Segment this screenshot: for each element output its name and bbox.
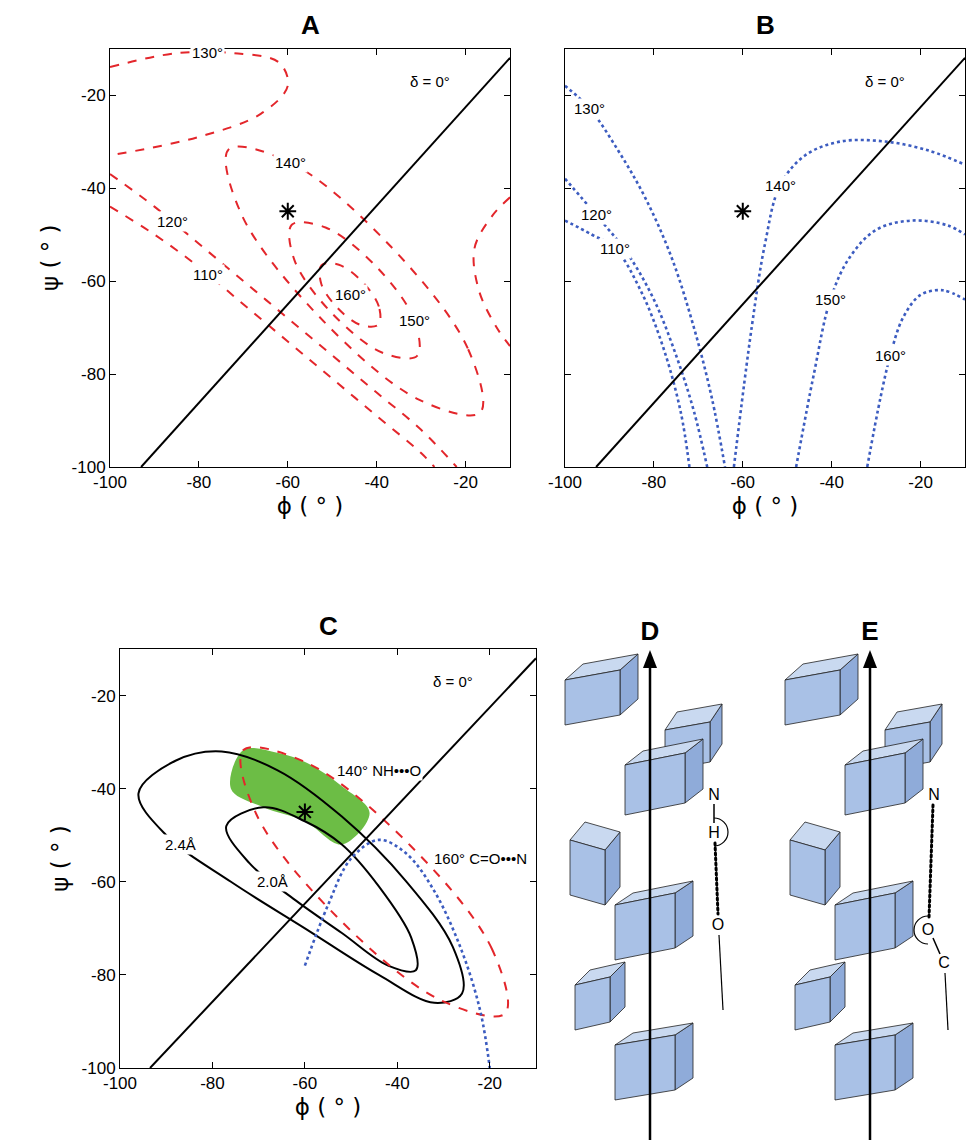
svg-text:-60: -60	[275, 473, 300, 492]
svg-text:160°: 160°	[875, 347, 906, 364]
svg-text:-20: -20	[477, 1074, 502, 1093]
svg-text:A: A	[301, 10, 320, 40]
svg-text:N: N	[708, 786, 720, 803]
svg-text:ϕ ( ° ): ϕ ( ° )	[295, 1094, 362, 1120]
svg-text:-80: -80	[81, 365, 106, 384]
svg-text:-20: -20	[453, 473, 478, 492]
svg-text:120°: 120°	[157, 213, 188, 230]
svg-text:-100: -100	[103, 1074, 137, 1093]
svg-text:-100: -100	[93, 473, 127, 492]
svg-text:-100: -100	[72, 458, 106, 477]
svg-text:-80: -80	[91, 966, 116, 985]
svg-text:130°: 130°	[574, 100, 605, 117]
svg-text:ϕ ( ° ): ϕ ( ° )	[277, 493, 344, 519]
svg-text:110°: 110°	[600, 240, 630, 257]
svg-text:-40: -40	[819, 473, 844, 492]
svg-text:E: E	[861, 616, 878, 646]
svg-text:-20: -20	[91, 687, 116, 706]
svg-text:130°: 130°	[192, 44, 223, 61]
svg-text:O: O	[712, 916, 724, 933]
svg-text:2.4Å: 2.4Å	[165, 836, 196, 853]
svg-text:-40: -40	[81, 179, 106, 198]
svg-text:-60: -60	[293, 1074, 318, 1093]
svg-text:H: H	[708, 824, 720, 841]
svg-text:160° C=O•••N: 160° C=O•••N	[434, 850, 527, 867]
svg-text:N: N	[928, 786, 940, 803]
svg-text:-40: -40	[364, 473, 389, 492]
svg-text:160°: 160°	[335, 286, 366, 303]
svg-text:δ = 0°: δ = 0°	[410, 73, 450, 90]
svg-text:140°: 140°	[275, 154, 306, 171]
svg-text:-100: -100	[548, 473, 582, 492]
svg-text:-20: -20	[81, 86, 106, 105]
svg-text:-40: -40	[91, 780, 116, 799]
svg-text:D: D	[641, 616, 660, 646]
svg-text:-20: -20	[908, 473, 933, 492]
svg-text:150°: 150°	[399, 312, 430, 329]
svg-text:110°: 110°	[193, 266, 223, 283]
svg-text:140° NH•••O: 140° NH•••O	[337, 762, 421, 779]
svg-text:140°: 140°	[765, 177, 796, 194]
svg-text:-80: -80	[187, 473, 212, 492]
svg-text:C: C	[319, 611, 338, 641]
svg-text:120°: 120°	[581, 206, 612, 223]
svg-text:-60: -60	[81, 272, 106, 291]
svg-text:δ = 0°: δ = 0°	[865, 73, 905, 90]
svg-text:150°: 150°	[815, 291, 846, 308]
svg-text:2.0Å: 2.0Å	[257, 873, 288, 890]
svg-text:B: B	[756, 10, 775, 40]
svg-text:ψ ( ° ): ψ ( ° )	[37, 224, 63, 291]
svg-text:δ = 0°: δ = 0°	[433, 673, 473, 690]
svg-text:C: C	[938, 954, 950, 971]
svg-text:-80: -80	[642, 473, 667, 492]
svg-text:-60: -60	[730, 473, 755, 492]
svg-text:-80: -80	[200, 1074, 225, 1093]
svg-text:ψ ( ° ): ψ ( ° )	[47, 825, 73, 892]
svg-text:-100: -100	[82, 1059, 116, 1078]
svg-text:O: O	[922, 921, 934, 938]
svg-text:-60: -60	[91, 873, 116, 892]
svg-text:ϕ ( ° ): ϕ ( ° )	[732, 493, 799, 519]
svg-text:-40: -40	[385, 1074, 410, 1093]
